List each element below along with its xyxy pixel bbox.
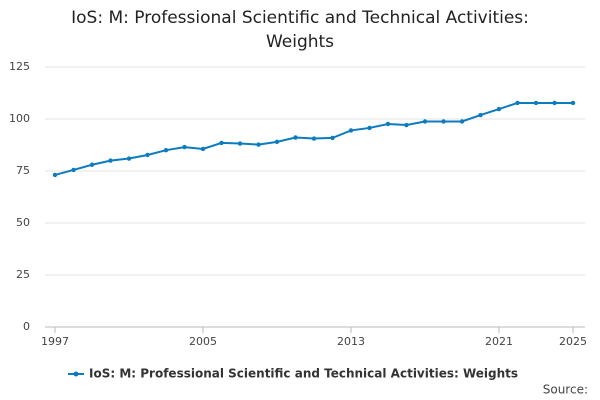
point bbox=[441, 119, 446, 124]
point bbox=[256, 142, 261, 147]
point bbox=[200, 146, 206, 152]
point bbox=[293, 135, 298, 140]
x-tick-label: 1997 bbox=[41, 335, 69, 348]
point bbox=[126, 156, 132, 161]
y-tick-label: 25 bbox=[16, 268, 30, 281]
point bbox=[71, 167, 76, 173]
point bbox=[163, 148, 169, 153]
point bbox=[367, 125, 372, 131]
y-tick-label: 75 bbox=[16, 164, 30, 177]
point bbox=[330, 135, 335, 141]
x-tick-label: 2013 bbox=[337, 335, 365, 348]
point bbox=[182, 144, 187, 150]
point bbox=[237, 141, 243, 146]
point bbox=[422, 119, 428, 124]
source-label: Source: bbox=[543, 383, 588, 397]
point bbox=[89, 162, 95, 167]
point bbox=[145, 152, 150, 158]
point bbox=[459, 119, 465, 124]
y-tick-label: 100 bbox=[9, 112, 30, 125]
legend-label: IoS: M: Professional Scientific and Tech… bbox=[89, 367, 518, 381]
point bbox=[348, 128, 354, 133]
point bbox=[385, 121, 391, 127]
point bbox=[478, 112, 483, 118]
point bbox=[496, 106, 502, 112]
x-tick-label: 2025 bbox=[559, 335, 587, 348]
point bbox=[515, 100, 520, 106]
point bbox=[274, 139, 280, 145]
y-tick-label: 50 bbox=[16, 216, 30, 229]
x-tick-label: 2021 bbox=[485, 335, 513, 348]
point bbox=[404, 122, 409, 128]
chart-title: IoS: M: Professional Scientific and Tech… bbox=[71, 8, 529, 52]
point bbox=[52, 172, 58, 178]
point bbox=[108, 158, 113, 163]
legend-marker bbox=[73, 371, 79, 377]
y-tick-label: 125 bbox=[9, 60, 30, 73]
point bbox=[570, 100, 576, 106]
point bbox=[219, 140, 224, 146]
y-tick-label: 0 bbox=[23, 320, 30, 333]
point bbox=[533, 100, 539, 106]
x-tick-label: 2005 bbox=[189, 335, 217, 348]
point bbox=[311, 136, 317, 141]
point bbox=[552, 100, 557, 106]
